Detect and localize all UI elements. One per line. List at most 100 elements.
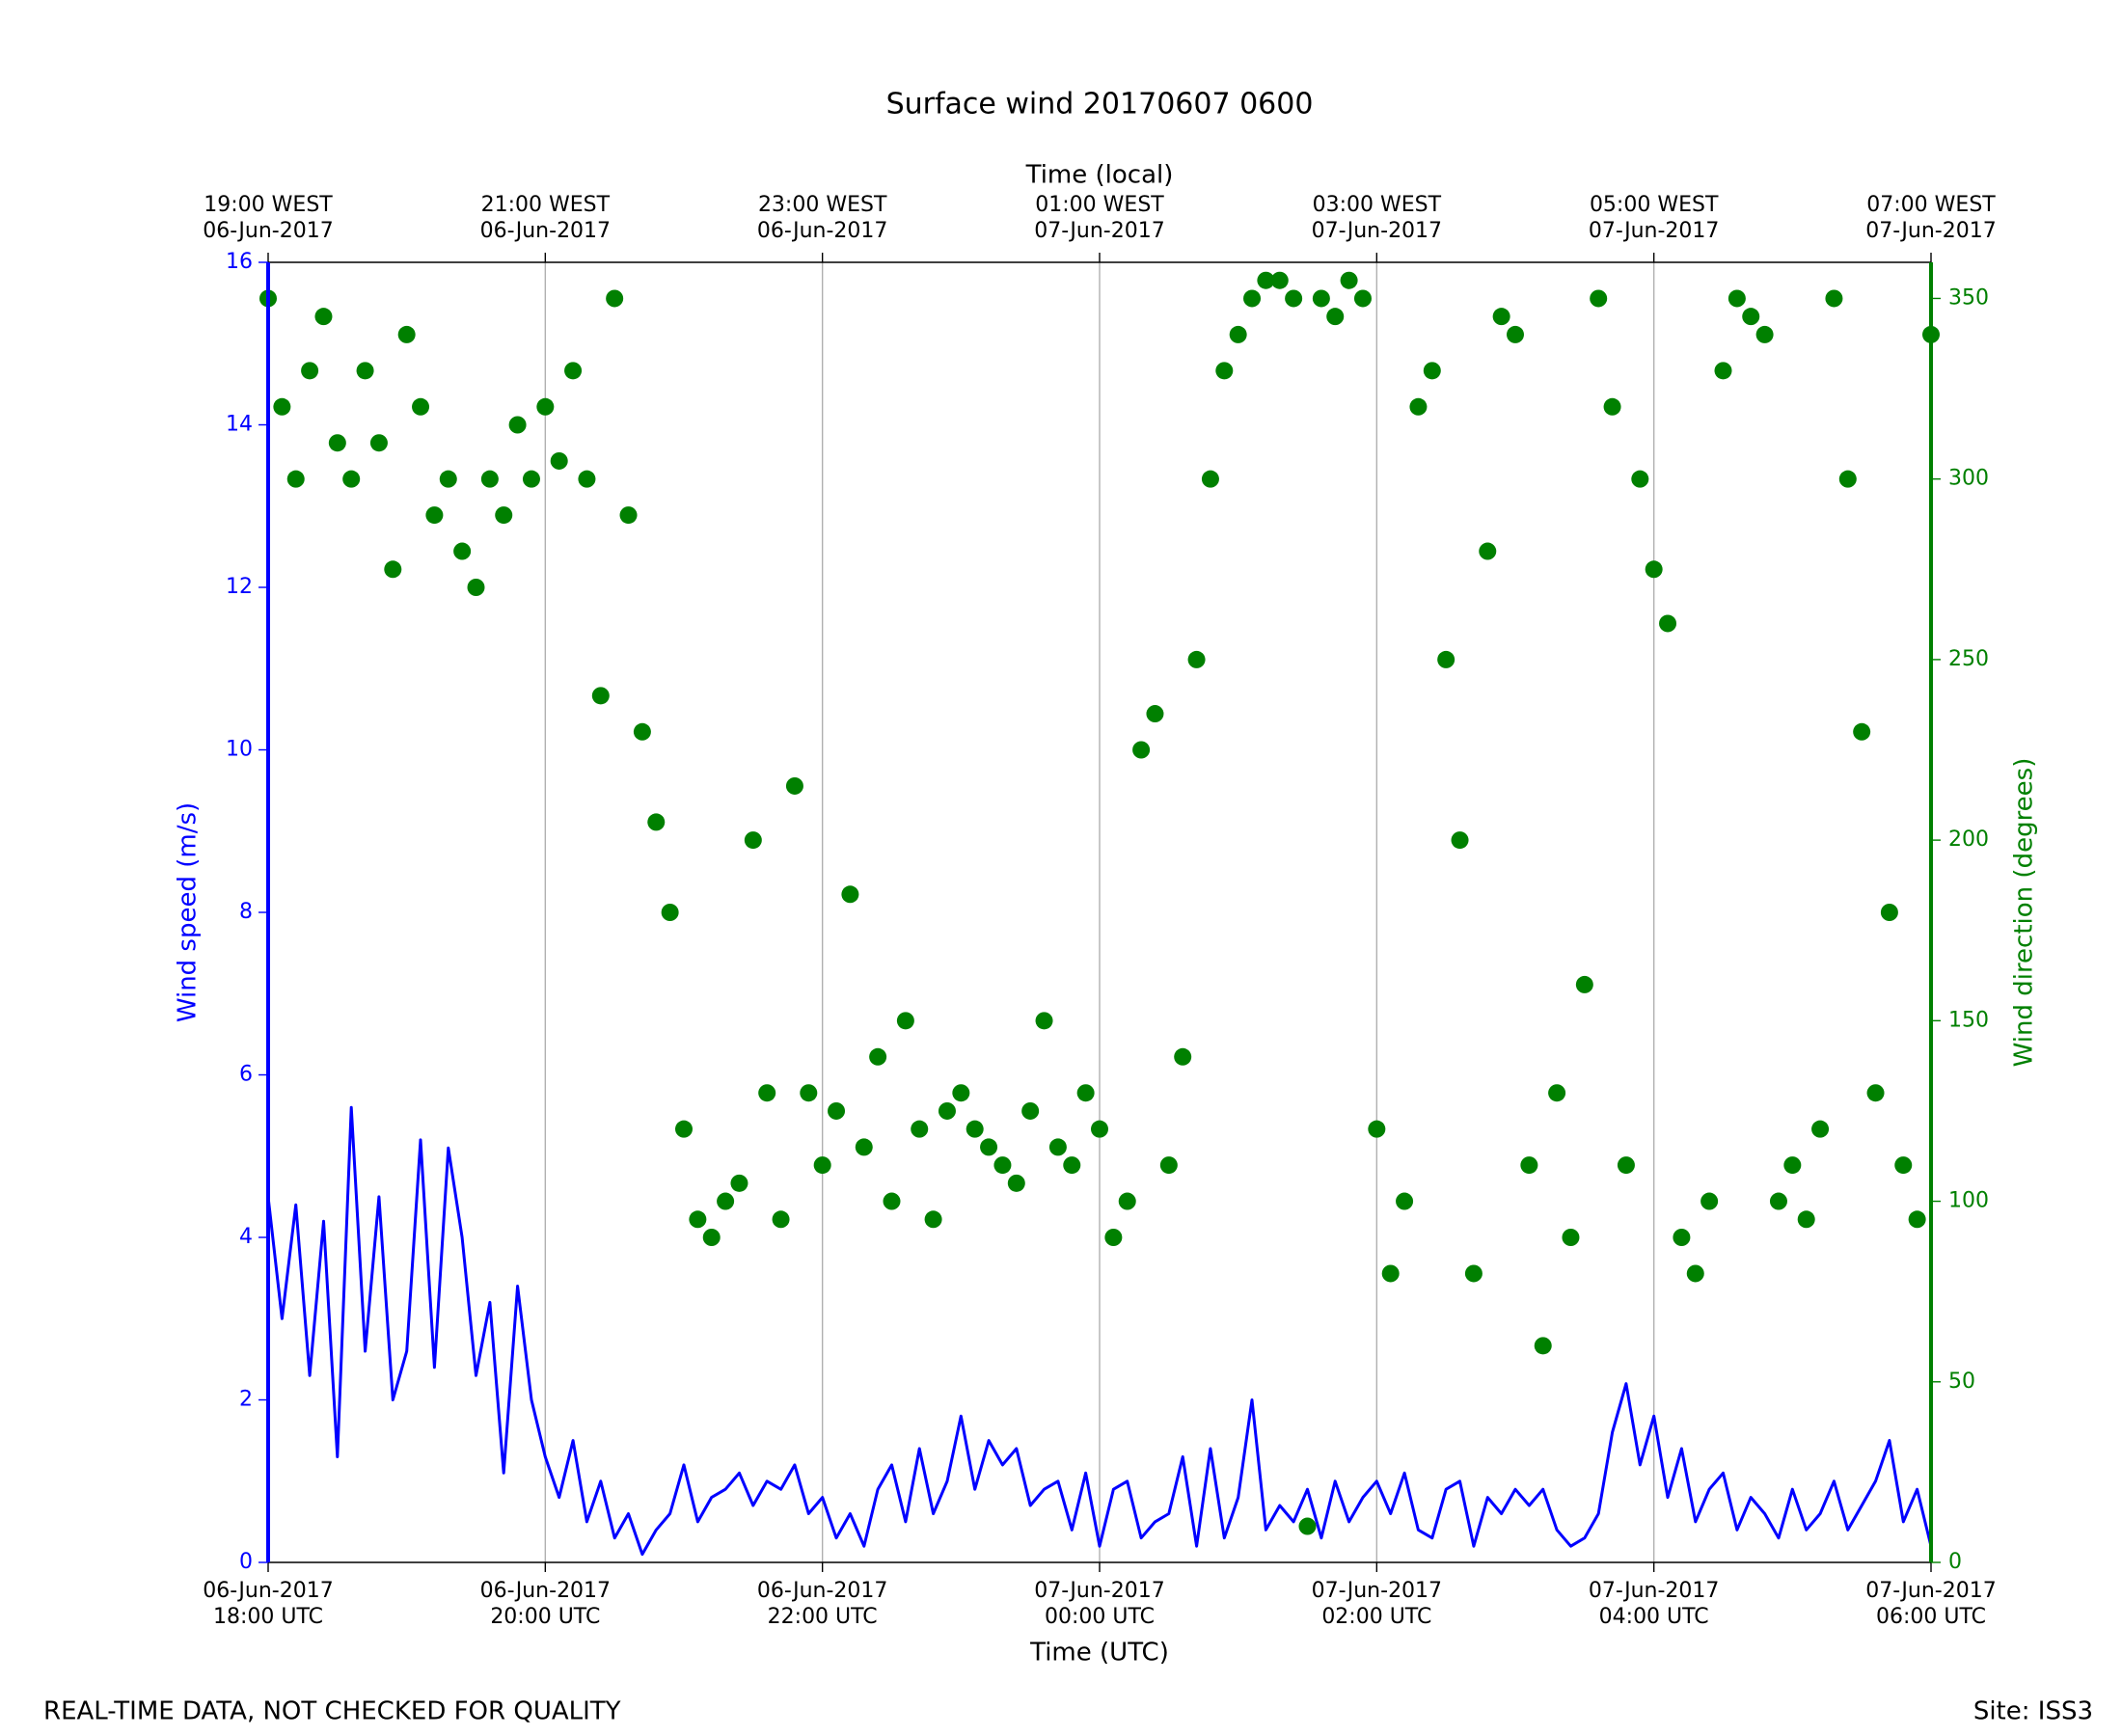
direction-point [356, 362, 374, 380]
direction-point [619, 506, 638, 525]
x-tick-label-line: 06-Jun-2017 [203, 1579, 333, 1603]
direction-point [1243, 289, 1262, 308]
direction-point [730, 1174, 748, 1192]
direction-point [1866, 1084, 1885, 1102]
x-tick-label: 06-Jun-2017 22:00 UTC [757, 1579, 887, 1629]
direction-point [384, 560, 402, 579]
direction-point [286, 470, 305, 488]
direction-point [439, 470, 457, 488]
x-tick-label-line: 00:00 UTC [1045, 1605, 1155, 1629]
direction-point [1035, 1012, 1053, 1030]
y2-tick-label: 0 [1948, 1550, 1962, 1574]
x2-tick-label-line: 07-Jun-2017 [1865, 219, 1996, 243]
x-tick-label-line: 18:00 UTC [213, 1605, 323, 1629]
direction-point [1423, 362, 1441, 380]
x2-tick-label: 21:00 WEST 06-Jun-2017 [480, 193, 611, 243]
x2-tick-label-line: 07:00 WEST [1866, 193, 1996, 217]
direction-point [938, 1101, 956, 1120]
direction-point [1769, 1192, 1787, 1210]
direction-point [1285, 289, 1303, 308]
direction-point [1673, 1229, 1691, 1246]
x2-tick-label-line: 19:00 WEST [204, 193, 333, 217]
direction-point [1451, 831, 1469, 850]
direction-point [1368, 1120, 1386, 1138]
direction-point [828, 1101, 846, 1120]
direction-point [1340, 271, 1358, 289]
y-tick-label: 10 [226, 738, 253, 762]
direction-point [702, 1229, 721, 1246]
direction-point [1590, 289, 1608, 308]
direction-point [314, 308, 333, 326]
direction-point [1880, 904, 1898, 921]
y-tick-label: 2 [239, 1388, 253, 1412]
direction-point [1021, 1101, 1040, 1120]
direction-point [1396, 1192, 1414, 1210]
direction-point [578, 470, 596, 488]
direction-point [1755, 325, 1774, 343]
direction-point [1894, 1156, 1913, 1175]
direction-point [1159, 1156, 1178, 1175]
y2-tick-label: 300 [1948, 467, 1989, 491]
x2-tick-label: 05:00 WEST 07-Jun-2017 [1589, 193, 1719, 243]
direction-point [924, 1210, 942, 1229]
x-tick-label-line: 06:00 UTC [1876, 1605, 1986, 1629]
x2-tick-label: 01:00 WEST 07-Jun-2017 [1034, 193, 1164, 243]
x2-tick-label-line: 06-Jun-2017 [480, 219, 611, 243]
site-label: Site: ISS3 [1973, 1697, 2093, 1726]
direction-point [1104, 1229, 1123, 1246]
direction-point [952, 1084, 970, 1102]
direction-point [661, 904, 679, 921]
direction-point [1728, 289, 1746, 308]
x2-tick-label-line: 01:00 WEST [1035, 193, 1164, 217]
x-tick-label: 07-Jun-2017 06:00 UTC [1865, 1579, 1996, 1629]
direction-point [1908, 1210, 1926, 1229]
direction-point [453, 542, 472, 560]
direction-point [342, 470, 361, 488]
direction-point [369, 434, 388, 452]
direction-point [1603, 397, 1621, 416]
direction-point [980, 1138, 998, 1156]
x-tick-label-line: 06-Jun-2017 [757, 1579, 887, 1603]
direction-point [328, 434, 346, 452]
x2-tick-label-line: 23:00 WEST [758, 193, 887, 217]
x2-tick-label-line: 07-Jun-2017 [1312, 219, 1442, 243]
x2-tick-label: 23:00 WEST 06-Jun-2017 [757, 193, 887, 243]
y2-tick-label: 50 [1948, 1370, 1975, 1394]
direction-point [993, 1156, 1012, 1175]
direction-point [1548, 1084, 1566, 1102]
direction-point [1631, 470, 1649, 488]
x-tick-label-line: 22:00 UTC [768, 1605, 878, 1629]
y2-tick-label: 150 [1948, 1008, 1989, 1032]
x2-tick-label: 07:00 WEST 07-Jun-2017 [1865, 193, 1996, 243]
direction-point [1783, 1156, 1802, 1175]
direction-point [1118, 1192, 1136, 1210]
direction-point [1825, 289, 1843, 308]
x-tick-label-line: 04:00 UTC [1599, 1605, 1709, 1629]
direction-point [495, 506, 513, 525]
direction-point [1811, 1120, 1830, 1138]
direction-point [1312, 289, 1330, 308]
chart-title: Surface wind 20170607 0600 [886, 88, 1314, 122]
y-tick-label: 6 [239, 1063, 253, 1087]
direction-point [717, 1192, 735, 1210]
x-tick-label-line: 06-Jun-2017 [480, 1579, 611, 1603]
direction-point [841, 885, 859, 904]
x2-tick-label-line: 05:00 WEST [1590, 193, 1719, 217]
x2-tick-label: 19:00 WEST 06-Jun-2017 [203, 193, 333, 243]
direction-point [1076, 1084, 1095, 1102]
direction-point [1353, 289, 1372, 308]
direction-point [883, 1192, 901, 1210]
direction-point [1534, 1337, 1552, 1355]
direction-point [689, 1210, 707, 1229]
direction-point [758, 1084, 776, 1102]
y-axis-label: Wind speed (m/s) [174, 802, 203, 1022]
direction-point [1215, 362, 1234, 380]
direction-point [397, 325, 416, 343]
direction-point [1575, 975, 1593, 993]
y2-axis-label: Wind direction (degrees) [2010, 758, 2039, 1068]
x-tick-label-line: 07-Jun-2017 [1589, 1579, 1719, 1603]
y-tick-label: 4 [239, 1225, 253, 1249]
x2-axis-label: Time (local) [1025, 161, 1174, 190]
x-tick-label-line: 07-Jun-2017 [1034, 1579, 1164, 1603]
direction-point [1257, 271, 1275, 289]
